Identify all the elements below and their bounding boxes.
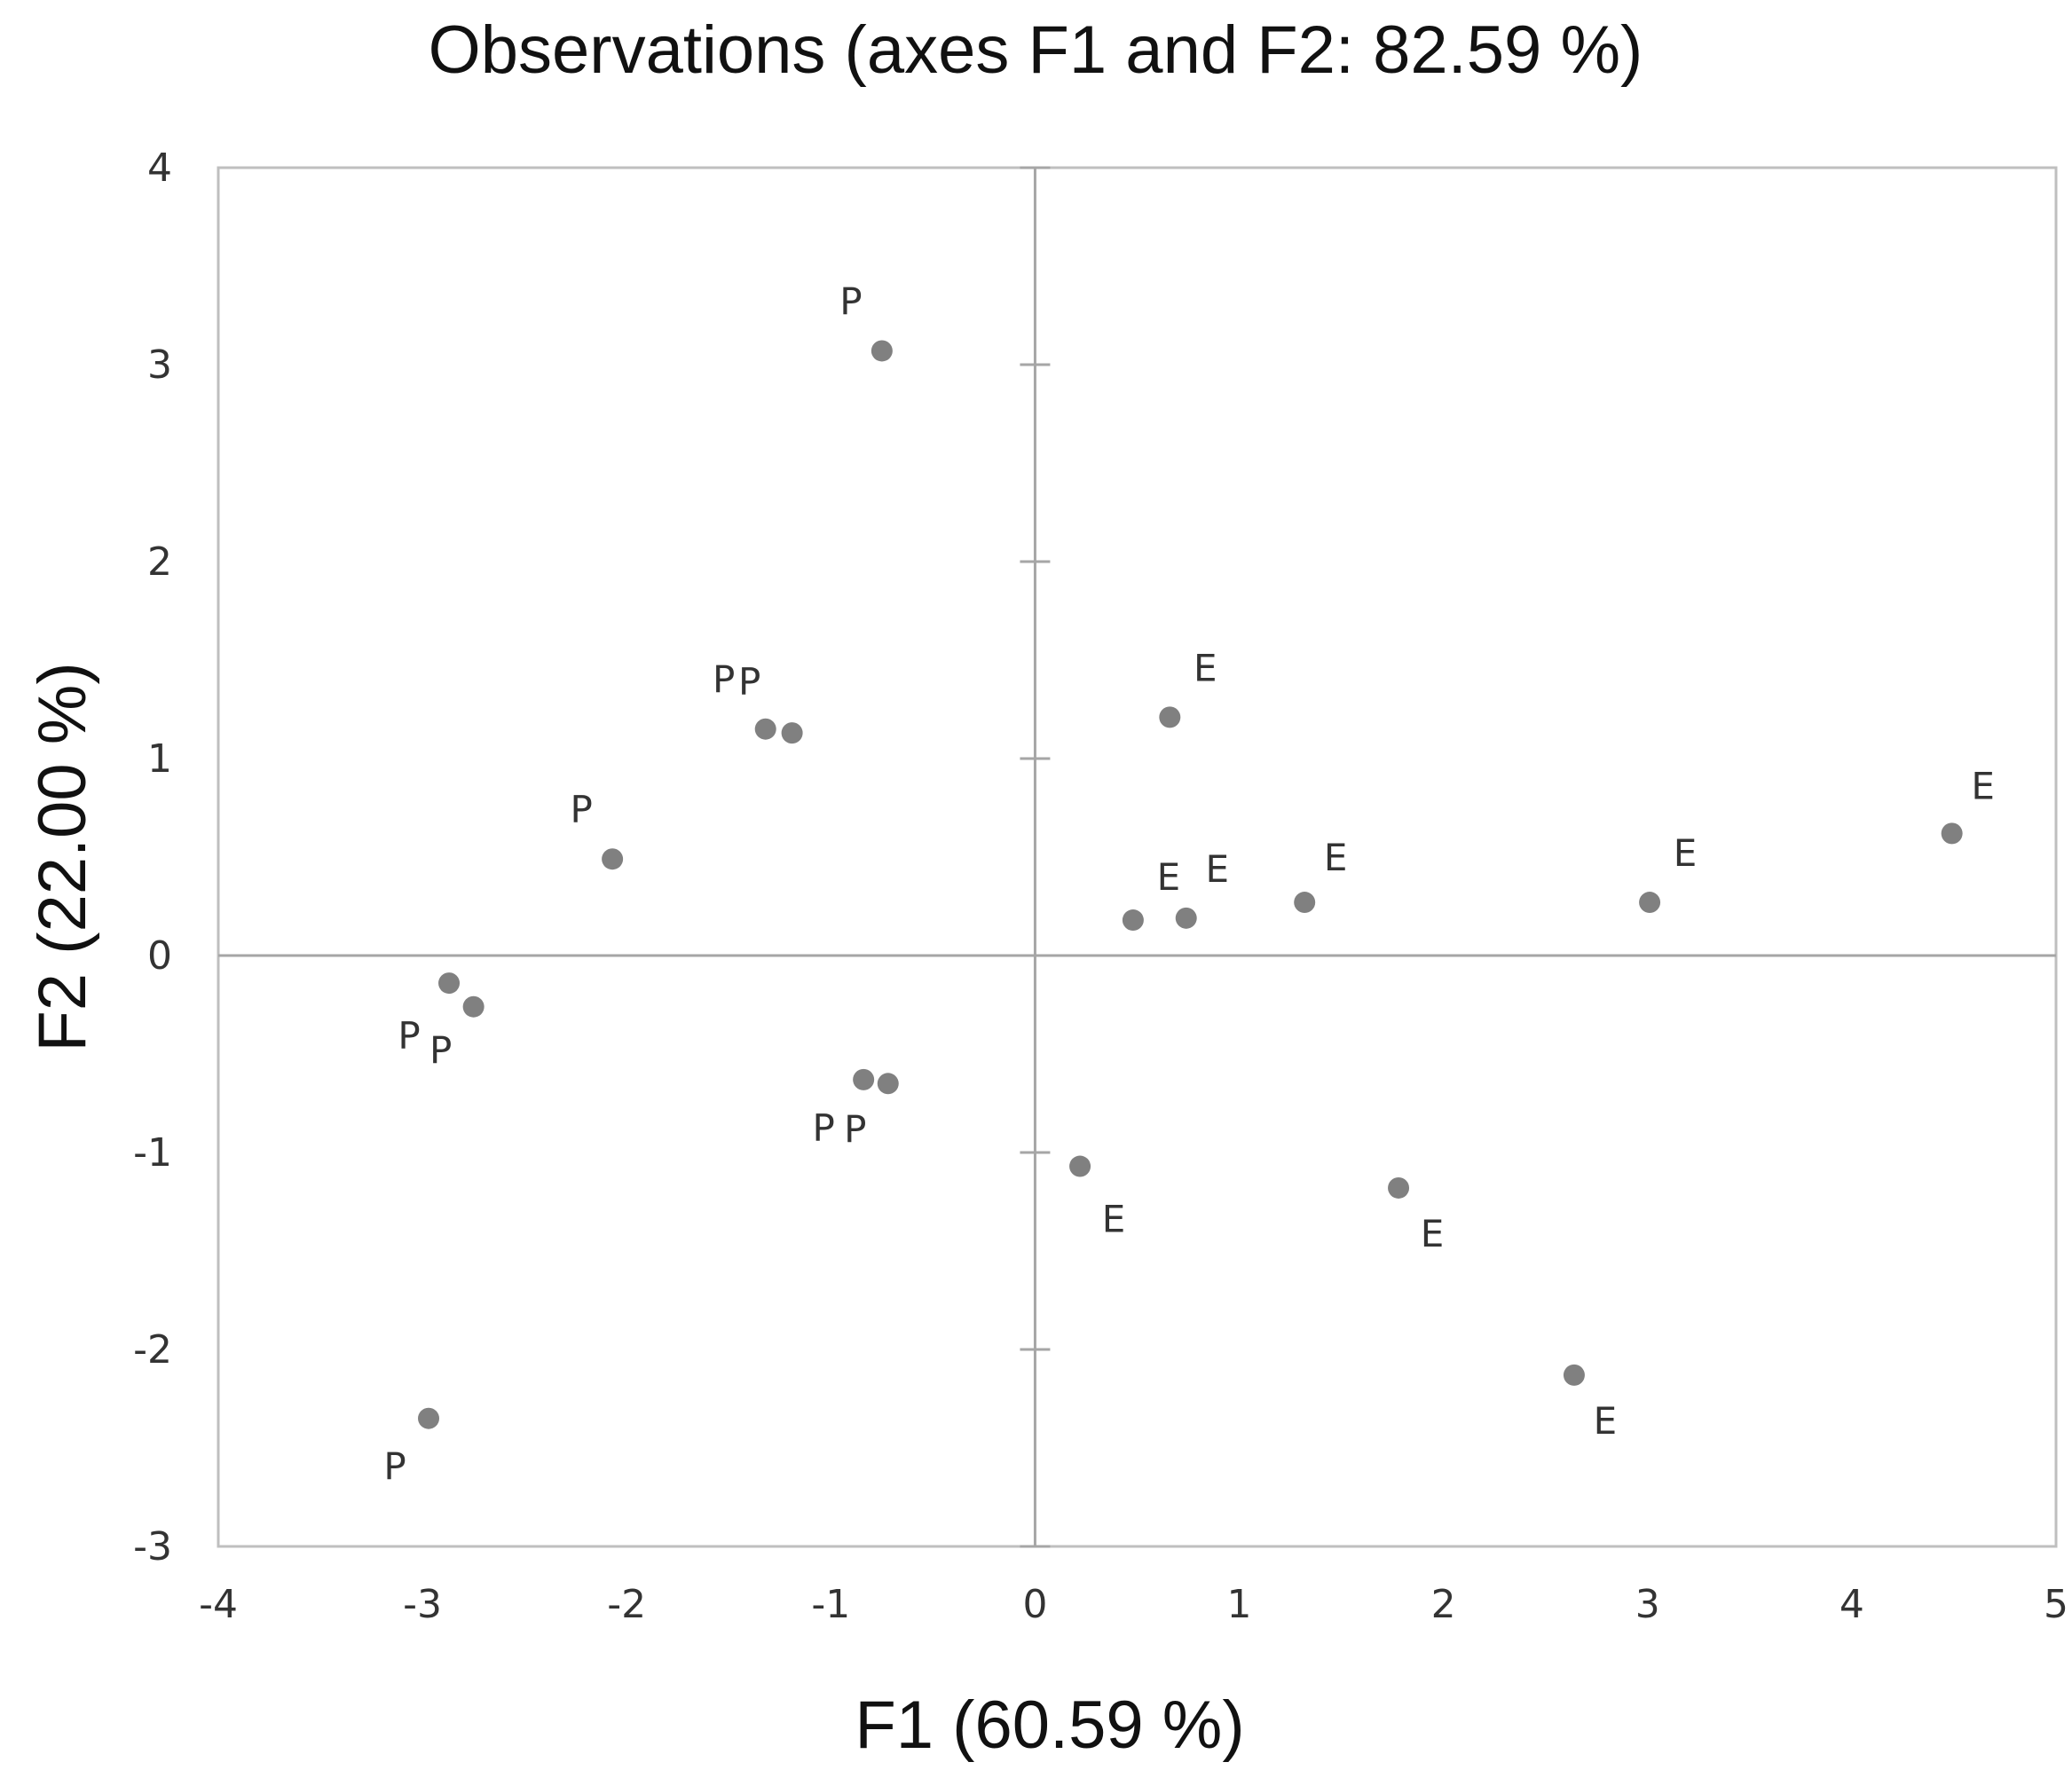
point-label: E <box>1205 847 1229 891</box>
x-tick-labels: -4 -3 -2 -1 0 1 2 3 4 5 <box>199 1582 2068 1627</box>
point-label: P <box>738 660 760 704</box>
y-tick-label: -1 <box>133 1130 172 1176</box>
chart-title: Observations (axes F1 and F2: 82.59 %) <box>429 12 1643 88</box>
data-point <box>871 340 893 362</box>
data-point <box>1122 909 1144 932</box>
data-point <box>1294 892 1316 914</box>
tick-marks <box>1020 166 1051 1548</box>
data-point <box>1159 706 1181 728</box>
y-tick-label: -3 <box>133 1524 172 1569</box>
point-label: P <box>839 279 862 323</box>
x-tick-label: -4 <box>199 1582 238 1627</box>
y-tick-label: 4 <box>147 146 172 191</box>
x-tick-label: 2 <box>1431 1582 1456 1627</box>
x-tick-label: -3 <box>403 1582 442 1627</box>
y-tick-label: 2 <box>147 539 172 585</box>
y-axis-title: F2 (22.00 %) <box>25 662 100 1051</box>
data-point <box>462 995 485 1018</box>
y-tick-label: 0 <box>147 933 172 979</box>
data-point <box>1175 907 1197 929</box>
axis-lines <box>218 168 2056 1546</box>
point-label: E <box>1324 836 1348 879</box>
data-point <box>1388 1176 1410 1199</box>
point-label: E <box>1971 764 1995 807</box>
x-tick-label: 3 <box>1635 1582 1660 1627</box>
data-point <box>877 1073 899 1095</box>
x-tick-label: 5 <box>2044 1582 2068 1627</box>
data-point <box>1639 892 1661 914</box>
plot-frame <box>217 166 2058 1548</box>
data-point <box>418 1407 440 1429</box>
data-point <box>438 972 461 995</box>
x-tick-label: -1 <box>811 1582 850 1627</box>
point-label: E <box>1594 1399 1618 1443</box>
data-point <box>754 718 776 740</box>
point-label: P <box>713 658 735 702</box>
y-tick-label: 1 <box>147 736 172 782</box>
data-point <box>602 848 624 870</box>
point-label: P <box>429 1029 452 1073</box>
x-tick-label: 4 <box>1840 1582 1864 1627</box>
point-label: P <box>570 788 592 831</box>
y-tick-labels: 4 3 2 1 0 -1 -2 -3 <box>133 146 172 1569</box>
x-tick-label: 0 <box>1022 1582 1047 1627</box>
point-label: P <box>383 1445 406 1489</box>
x-tick-label: -2 <box>607 1582 646 1627</box>
point-label: E <box>1674 831 1698 875</box>
point-label: E <box>1102 1198 1126 1241</box>
point-label: P <box>398 1014 420 1058</box>
y-tick-label: 3 <box>147 342 172 388</box>
data-point <box>1563 1364 1585 1386</box>
x-axis-title: F1 (60.59 %) <box>855 1687 1244 1763</box>
point-label: E <box>1421 1212 1445 1255</box>
data-point <box>853 1068 875 1090</box>
data-point <box>1069 1155 1091 1177</box>
point-label: P <box>844 1107 866 1151</box>
data-point <box>781 722 803 744</box>
point-label: P <box>812 1106 834 1150</box>
data-point <box>1941 822 1963 845</box>
point-label: E <box>1157 855 1181 899</box>
x-tick-label: 1 <box>1227 1582 1252 1627</box>
y-tick-label: -2 <box>133 1327 172 1373</box>
point-label: E <box>1194 646 1217 689</box>
data-points <box>418 340 1963 1429</box>
